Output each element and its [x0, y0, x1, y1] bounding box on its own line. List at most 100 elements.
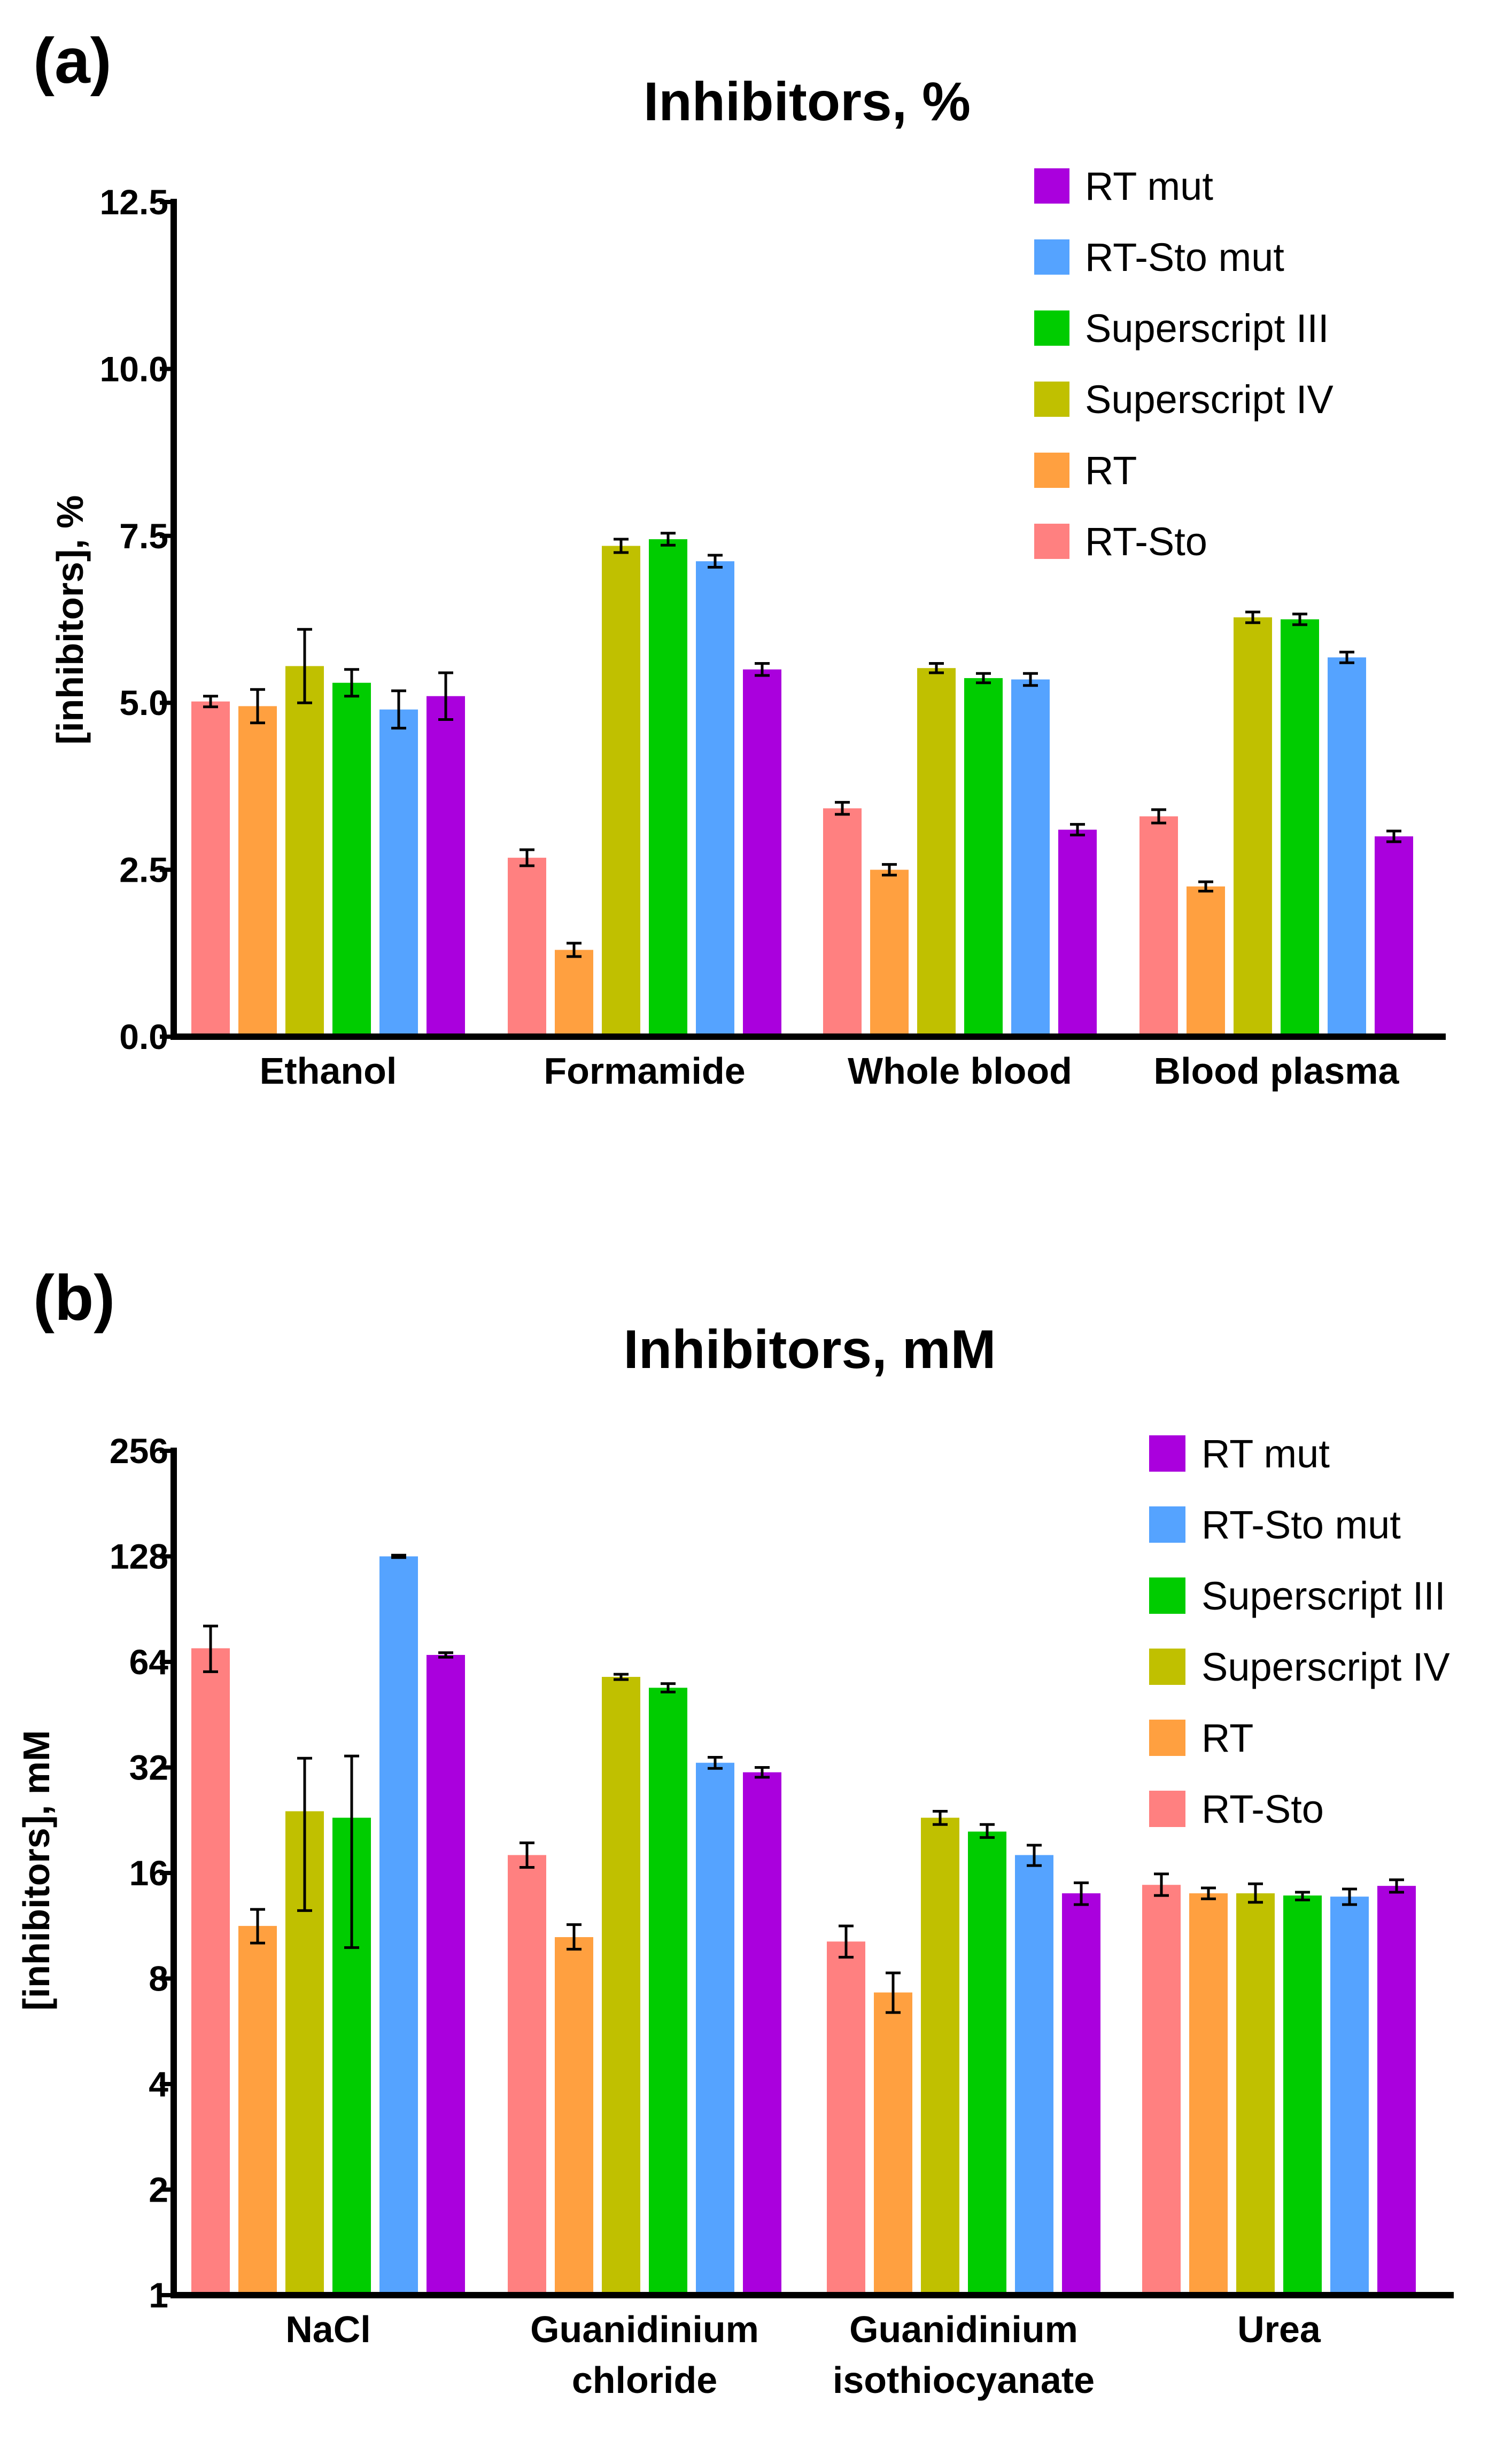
error-bar-rt-guanidinium-isothiocyanate [886, 1971, 901, 2014]
legend-swatch-superscript-iv [1149, 1649, 1185, 1685]
y-tick-label: 7.5 [119, 516, 168, 556]
error-bar-rt-sto-mut-nacl [391, 1553, 406, 1559]
error-bar-superscript-iii-formamide [661, 532, 676, 547]
bar-superscript-iii-blood-plasma [1281, 619, 1319, 1037]
error-bar-rt-sto-mut-guanidinium-chloride [708, 1756, 723, 1770]
legend-label-superscript-iii: Superscript III [1201, 1574, 1446, 1618]
panel-a: (a) Inhibitors, % 0.0 2.5 5.0 7.5 10.0 12.5 [inh… [33, 25, 1446, 1092]
bar-rt-sto-mut-nacl [379, 1556, 418, 2295]
error-bar-rt-nacl [250, 1908, 265, 1945]
bar-rt-sto-guanidinium-chloride [508, 1855, 546, 2295]
error-bar-rt-formamide [567, 942, 582, 958]
x-tick-label: Guanidinium [530, 2308, 759, 2350]
legend-swatch-rt-sto-mut [1034, 239, 1069, 275]
legend-label-rt-mut: RT mut [1201, 1432, 1330, 1476]
error-bar-superscript-iii-urea [1295, 1891, 1310, 1902]
error-bar-superscript-iv-ethanol [297, 628, 312, 704]
bar-rt-nacl [238, 1926, 277, 2295]
error-bar-rt-mut-ethanol [438, 671, 453, 721]
legend-label-rt: RT [1201, 1716, 1253, 1760]
error-bar-rt-sto-nacl [203, 1624, 218, 1673]
error-bar-rt-sto-urea [1154, 1872, 1169, 1897]
panel-b: (b) Inhibitors, mM 1 2 4 8 16 32 64 128 256 [inhibi… [15, 1262, 1454, 2401]
error-bar-rt-mut-guanidinium-isothiocyanate [1074, 1881, 1089, 1906]
y-tick-label: 0.0 [119, 1017, 168, 1056]
legend-label-superscript-iii: Superscript III [1085, 306, 1329, 351]
bar-rt-sto-nacl [191, 1648, 230, 2295]
bar-rt-mut-nacl [427, 1654, 465, 2295]
x-tick-label: NaCl [285, 2308, 370, 2350]
bar-rt-sto-whole-blood [823, 808, 862, 1037]
error-bar-rt-sto-blood-plasma [1151, 808, 1166, 825]
legend-swatch-rt [1034, 453, 1069, 488]
error-bar-rt-guanidinium-chloride [567, 1923, 582, 1951]
y-axis-label: [inhibitors], mM [15, 1730, 57, 2011]
legend-swatch-rt-sto [1034, 524, 1069, 559]
error-bar-superscript-iv-blood-plasma [1245, 610, 1260, 624]
x-tick-label: Formamide [544, 1050, 745, 1092]
bar-rt-sto-mut-guanidinium-chloride [696, 1762, 734, 2295]
legend-label-superscript-iv: Superscript IV [1201, 1645, 1450, 1689]
bar-superscript-iv-guanidinium-chloride [602, 1677, 640, 2295]
legend-label-rt-mut: RT mut [1085, 164, 1213, 208]
error-bar-rt-sto-mut-guanidinium-isothiocyanate [1027, 1844, 1042, 1867]
legend-swatch-rt [1149, 1720, 1185, 1756]
bar-superscript-iii-guanidinium-chloride [649, 1688, 687, 2295]
error-bar-rt-sto-formamide [520, 848, 534, 867]
bar-rt-sto-blood-plasma [1139, 816, 1178, 1037]
error-bar-rt-mut-guanidinium-chloride [755, 1766, 770, 1779]
error-bar-rt-mut-whole-blood [1070, 823, 1085, 837]
bar-rt-sto-ethanol [191, 701, 230, 1037]
error-bar-rt-mut-nacl [438, 1651, 453, 1659]
y-tick-label: 1 [149, 2275, 168, 2315]
error-bar-rt-sto-mut-urea [1342, 1887, 1357, 1906]
x-tick-label: Whole blood [848, 1050, 1072, 1092]
x-tick-label: Blood plasma [1154, 1050, 1400, 1092]
error-bar-rt-mut-urea [1389, 1878, 1404, 1894]
error-bar-superscript-iii-guanidinium-isothiocyanate [980, 1823, 995, 1839]
error-bar-superscript-iii-guanidinium-chloride [661, 1682, 676, 1693]
error-bar-superscript-iv-guanidinium-isothiocyanate [933, 1809, 948, 1826]
x-tick-label: chloride [572, 2359, 717, 2401]
bar-rt-mut-ethanol [427, 696, 465, 1037]
bar-rt-sto-mut-urea [1330, 1896, 1369, 2295]
error-bar-superscript-iv-formamide [614, 538, 629, 554]
legend-swatch-rt-sto [1149, 1791, 1185, 1827]
error-bar-superscript-iii-whole-blood [976, 672, 991, 685]
legend-swatch-superscript-iii [1149, 1577, 1185, 1614]
y-tick-label: 12.5 [100, 182, 168, 222]
bar-rt-mut-urea [1377, 1886, 1416, 2295]
bar-rt-guanidinium-isothiocyanate [874, 1992, 912, 2295]
x-tick-label: Guanidinium [849, 2308, 1078, 2350]
bar-rt-blood-plasma [1187, 886, 1225, 1037]
bar-superscript-iv-ethanol [285, 666, 324, 1037]
bar-rt-sto-mut-formamide [696, 561, 734, 1037]
y-tick-label: 64 [129, 1642, 169, 1682]
y-tick-label: 128 [110, 1537, 168, 1576]
error-bar-rt-ethanol [250, 688, 265, 725]
legend-swatch-rt-sto-mut [1149, 1506, 1185, 1543]
y-tick-label: 10.0 [100, 349, 168, 388]
panel-label: (a) [33, 25, 112, 97]
panel-label: (b) [33, 1262, 115, 1334]
bar-rt-sto-mut-blood-plasma [1328, 657, 1366, 1037]
error-bar-rt-sto-mut-blood-plasma [1339, 650, 1354, 664]
bar-superscript-iv-guanidinium-isothiocyanate [921, 1817, 959, 2295]
error-bar-rt-whole-blood [882, 863, 897, 877]
bar-superscript-iv-blood-plasma [1234, 617, 1272, 1037]
bar-rt-sto-formamide [508, 858, 546, 1037]
error-bar-rt-mut-blood-plasma [1386, 829, 1401, 843]
bar-superscript-iv-urea [1236, 1893, 1275, 2295]
error-bar-rt-sto-guanidinium-chloride [520, 1841, 534, 1869]
error-bar-superscript-iii-nacl [344, 1754, 359, 1949]
bar-rt-mut-guanidinium-isothiocyanate [1062, 1893, 1100, 2295]
bar-rt-sto-mut-ethanol [379, 709, 418, 1037]
error-bar-rt-mut-formamide [755, 662, 770, 677]
chart-title: Inhibitors, % [644, 71, 971, 132]
legend-swatch-superscript-iv [1034, 382, 1069, 417]
legend-label-rt-sto: RT-Sto [1201, 1787, 1324, 1831]
legend-label-rt-sto-mut: RT-Sto mut [1201, 1503, 1401, 1547]
error-bar-rt-sto-whole-blood [835, 800, 850, 816]
bar-superscript-iii-ethanol [332, 682, 371, 1037]
bar-rt-sto-mut-whole-blood [1011, 679, 1050, 1037]
